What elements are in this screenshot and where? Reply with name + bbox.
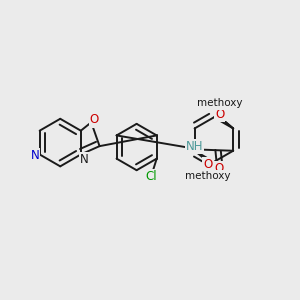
Text: methoxy: methoxy bbox=[198, 99, 241, 109]
Text: O: O bbox=[214, 162, 223, 176]
Text: N: N bbox=[31, 149, 39, 162]
Text: O: O bbox=[203, 158, 213, 171]
Text: NH: NH bbox=[186, 140, 203, 153]
Text: methoxy: methoxy bbox=[217, 102, 223, 103]
Text: N: N bbox=[80, 153, 89, 166]
Text: O: O bbox=[215, 108, 224, 121]
Text: O: O bbox=[90, 113, 99, 127]
Text: methoxy: methoxy bbox=[185, 171, 231, 181]
Text: O: O bbox=[215, 107, 224, 120]
Text: methoxy: methoxy bbox=[197, 98, 243, 108]
Text: Cl: Cl bbox=[145, 170, 157, 183]
Text: methoxy: methoxy bbox=[187, 170, 230, 180]
